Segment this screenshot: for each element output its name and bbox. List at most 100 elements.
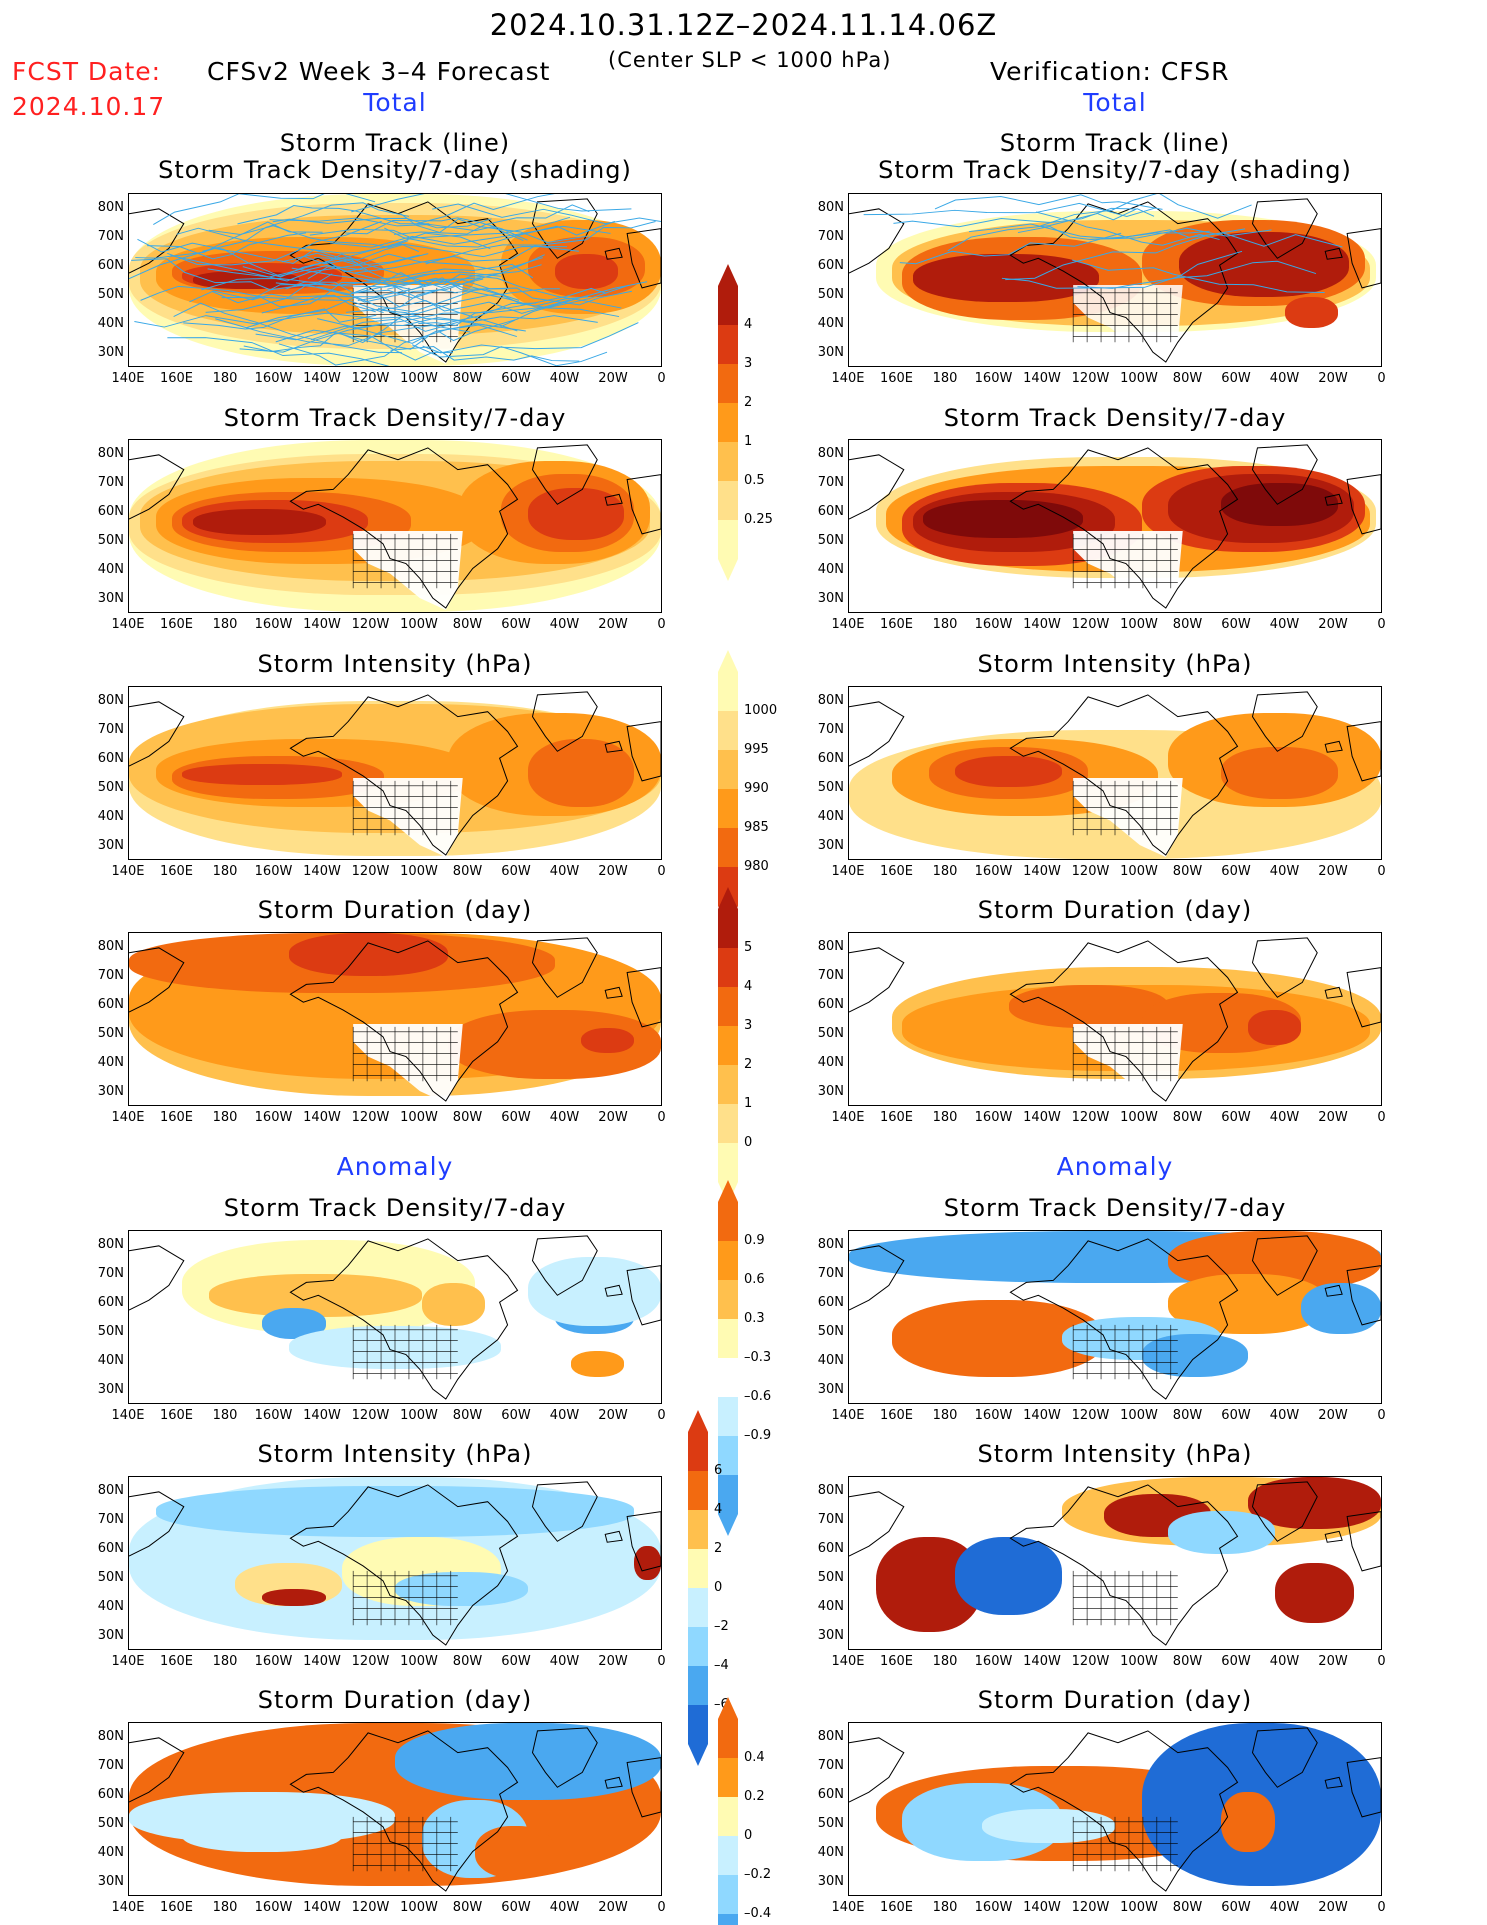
colorbar-tick-label: –4 [714, 1658, 729, 1673]
storm-track-line [1001, 250, 1243, 289]
lon-label: 140E [831, 617, 865, 632]
lon-label: 140W [303, 371, 341, 386]
colorbar-tick-label: –2 [714, 1619, 729, 1634]
lat-label: 50N [97, 1026, 124, 1041]
colorbar-segment [688, 1471, 708, 1510]
lon-label: 180 [932, 1654, 958, 1669]
lat-label: 30N [97, 591, 124, 606]
colorbar-arrow-bottom [718, 1514, 738, 1536]
lon-label: 160E [159, 617, 194, 632]
colorbar-segment [718, 909, 738, 948]
lat-label: 50N [817, 533, 844, 548]
lon-label: 180 [932, 1900, 958, 1915]
storm-track-line [411, 344, 608, 366]
lon-label: 80W [452, 1900, 483, 1915]
forecast-title: CFSv2 Week 3–4 Forecast [207, 57, 551, 86]
panel-title: Storm Intensity (hPa) [257, 1440, 533, 1468]
lon-label: 0 [657, 1408, 666, 1423]
colorbar-arrow-top [718, 1697, 738, 1719]
panel-title: Storm Track Density/7-day [223, 404, 567, 432]
colorbar-tick-label: 0 [714, 1580, 723, 1595]
coastline [1346, 474, 1381, 535]
lon-label: 40W [1269, 1900, 1300, 1915]
lon-label: 160E [879, 617, 914, 632]
lon-label: 0 [657, 617, 666, 632]
lon-label: 60W [501, 1110, 531, 1125]
lat-label: 60N [97, 504, 124, 519]
colorbar-segment [718, 1319, 738, 1358]
lon-label: 20W [1318, 1900, 1348, 1915]
lat-label: 40N [817, 562, 844, 577]
lon-label: 120W [1071, 1654, 1110, 1669]
storm-track-line [323, 253, 542, 289]
coastline [129, 701, 185, 767]
lon-label: 100W [1120, 371, 1158, 386]
coastline [129, 454, 185, 520]
lon-label: 120W [1071, 617, 1110, 632]
lon-label: 120W [351, 371, 390, 386]
shading-region [421, 1282, 486, 1326]
lat-label: 30N [817, 591, 844, 606]
lat-label: 70N [97, 1758, 124, 1773]
shading-region [1008, 984, 1169, 1028]
shading-region [570, 1351, 624, 1378]
colorbar-tick-label: 0.25 [744, 512, 773, 527]
storm-track-line [140, 285, 384, 314]
lon-label: 0 [657, 864, 666, 879]
colorbar-tick-label: 3 [744, 356, 753, 371]
colorbar-segment [718, 364, 738, 403]
shading-region [395, 1571, 528, 1606]
coastline [626, 1757, 661, 1818]
colorbar-tick-label: 1000 [744, 703, 778, 718]
lat-label: 60N [97, 1787, 124, 1802]
lon-label: 140E [831, 864, 865, 879]
lat-label: 80N [97, 200, 124, 215]
lon-label: 80W [452, 371, 483, 386]
lat-label: 60N [97, 258, 124, 273]
coastline [849, 701, 905, 767]
lon-label: 60W [501, 864, 531, 879]
coastline [531, 1481, 598, 1542]
lat-label: 40N [817, 1055, 844, 1070]
colorbar-tick-label: 0.2 [744, 1789, 765, 1804]
lat-label: 40N [817, 809, 844, 824]
lat-label: 40N [97, 1845, 124, 1860]
coastline [626, 721, 661, 782]
lon-label: 80W [452, 1408, 483, 1423]
colorbar-tick-label: 1 [744, 1096, 753, 1111]
coastline [1324, 1284, 1343, 1297]
shading-region [955, 1537, 1062, 1615]
conus-land [1073, 530, 1183, 611]
storm-track-line [425, 221, 656, 265]
lat-label: 80N [97, 1237, 124, 1252]
storm-track-line [170, 254, 420, 282]
storm-track-line [345, 217, 528, 241]
lon-label: 60W [1221, 1654, 1251, 1669]
lon-label: 120W [351, 1110, 390, 1125]
colorbar-segment [718, 1358, 738, 1397]
colorbar-segment [718, 403, 738, 442]
lon-label: 140W [1023, 1110, 1061, 1125]
fcst-date-label: FCST Date: [12, 57, 162, 86]
lat-label: 30N [97, 1874, 124, 1889]
coastline [1324, 1530, 1343, 1543]
storm-track-line [1035, 211, 1220, 246]
shading-region [1178, 231, 1350, 298]
colorbar-arrow-top [718, 650, 738, 672]
shading-region [581, 1027, 635, 1054]
map-panel [848, 1230, 1382, 1404]
storm-track-line [314, 243, 568, 261]
state-borders [1072, 1816, 1178, 1872]
lon-label: 160W [974, 1654, 1013, 1669]
lon-label: 100W [400, 1110, 438, 1125]
lat-label: 30N [97, 1628, 124, 1643]
lon-label: 160W [974, 1408, 1013, 1423]
coastline [531, 1727, 598, 1788]
storm-track-line [201, 278, 429, 291]
coastline [1251, 691, 1318, 752]
lon-label: 0 [1377, 1654, 1386, 1669]
coastline [604, 740, 623, 753]
coastline [129, 1245, 185, 1311]
lon-label: 100W [1120, 617, 1158, 632]
lat-label: 70N [97, 229, 124, 244]
